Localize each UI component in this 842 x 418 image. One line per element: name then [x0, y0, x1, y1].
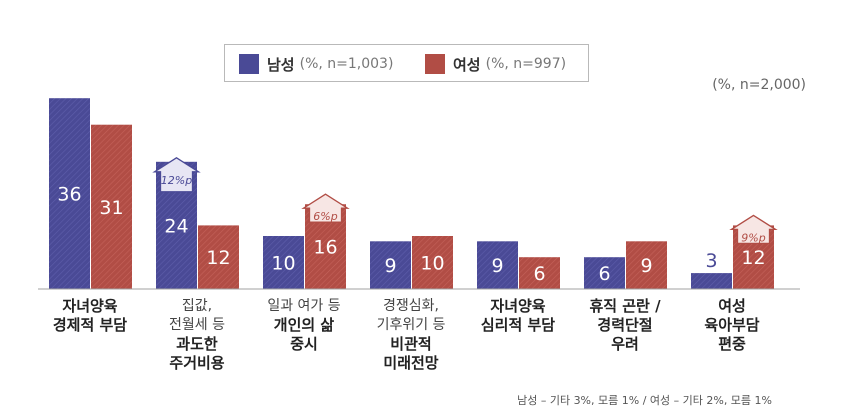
category-label-line: 미래전망: [383, 354, 439, 372]
increase-arrow-label: 6%p: [313, 210, 337, 223]
legend-label-male: 남성: [267, 55, 295, 74]
increase-arrow-icon: [152, 157, 201, 193]
category-label-line: 여성: [718, 297, 746, 315]
data-label-male-3: 9: [384, 255, 396, 277]
category-label-line: 자녀양육: [62, 297, 118, 315]
data-label-male-4: 9: [491, 255, 503, 277]
data-label-male-5: 6: [598, 263, 610, 285]
data-label-male-0: 36: [57, 184, 81, 206]
data-label-female-3: 10: [420, 253, 444, 275]
legend-swatch-female: [425, 54, 445, 74]
category-label-line: 전월세 등: [169, 317, 225, 333]
category-label-line: 과도한: [176, 335, 218, 353]
bar-male-0: [49, 98, 90, 289]
category-label-line: 기후위기 등: [376, 317, 446, 333]
bar-female-0: [91, 124, 132, 289]
increase-arrow-icon: [729, 214, 778, 245]
bar-female-4: [519, 257, 560, 289]
bar-female-1: [198, 225, 239, 289]
data-label-male-2: 10: [271, 253, 295, 275]
category-label-line: 육아부담: [704, 316, 760, 334]
bar-male-5: [584, 257, 625, 289]
increase-arrow-label: 9%p: [741, 231, 765, 244]
category-label-5: 휴직 곤란 / 경력단절 우려: [567, 297, 683, 354]
legend: 남성 (%, n=1,003) 여성 (%, n=997): [224, 44, 589, 82]
data-label-female-5: 9: [640, 255, 652, 277]
legend-item-female: 여성 (%, n=997): [425, 54, 566, 74]
category-label-line: 일과 여가 등: [267, 298, 341, 314]
bar-female-5: [626, 241, 667, 289]
bar-male-3: [370, 241, 411, 289]
data-label-male-6: 3: [705, 250, 717, 272]
category-label-line: 경력단절: [597, 316, 653, 334]
legend-swatch-male: [239, 54, 259, 74]
legend-item-male: 남성 (%, n=1,003): [239, 54, 393, 74]
category-label-line: 집값,: [181, 298, 213, 314]
data-label-female-1: 12: [206, 247, 230, 269]
bar-male-2: [263, 236, 304, 289]
increase-arrow-icon: [301, 193, 350, 223]
sample-size-note: (%, n=2,000): [712, 77, 806, 93]
category-label-line: 주거비용: [169, 354, 225, 372]
legend-sub-female: (%, n=997): [485, 56, 567, 72]
data-label-female-0: 31: [99, 197, 123, 219]
data-label-male-1: 24: [164, 215, 188, 237]
category-label-line: 편중: [718, 335, 746, 353]
data-label-female-4: 6: [533, 263, 545, 285]
legend-label-female: 여성: [453, 55, 481, 74]
legend-sub-male: (%, n=1,003): [299, 56, 394, 72]
category-label-line: 휴직 곤란 /: [589, 297, 661, 315]
category-label-line: 중시: [290, 335, 318, 353]
category-label-line: 자녀양육: [490, 297, 546, 315]
category-label-6: 여성 육아부담 편중: [674, 297, 790, 354]
increase-arrow-label: 12%p: [161, 174, 192, 187]
category-label-0: 자녀양육 경제적 부담: [32, 297, 148, 335]
category-label-line: 우려: [611, 335, 639, 353]
data-label-female-2: 16: [313, 237, 337, 259]
category-label-4: 자녀양육 심리적 부담: [460, 297, 576, 335]
footnote: 남성 – 기타 3%, 모름 1% / 여성 – 기타 2%, 모름 1%: [517, 394, 772, 407]
category-label-line: 비관적: [390, 335, 432, 353]
category-label-line: 경제적 부담: [52, 316, 128, 334]
category-label-line: 심리적 부담: [480, 316, 556, 334]
category-label-line: 경쟁심화,: [383, 298, 439, 314]
bar-male-6: [691, 273, 732, 289]
category-label-line: 개인의 삶: [273, 316, 335, 334]
bar-female-3: [412, 236, 453, 289]
bar-male-4: [477, 241, 518, 289]
data-label-female-6: 12: [741, 247, 765, 269]
